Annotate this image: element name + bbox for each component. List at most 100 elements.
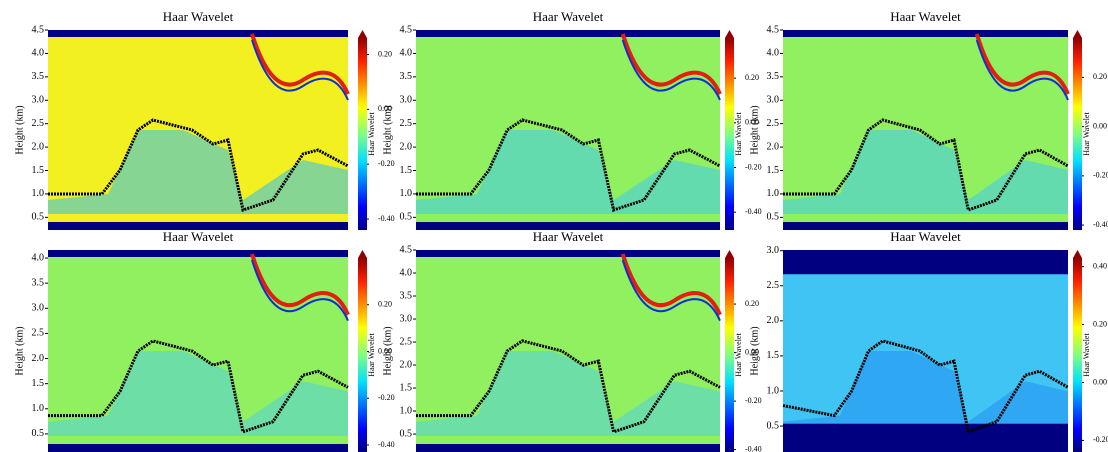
top-band [416, 250, 720, 257]
colorbar-tick-label: 0.00 [745, 118, 759, 127]
y-tick-label: 2.0 [32, 141, 45, 152]
y-tick-label: 1.0 [32, 188, 45, 199]
y-tick-label: 4.5 [400, 244, 413, 255]
colorbar-tick-label: 0.20 [1093, 72, 1107, 81]
heatmap-panel [783, 30, 1070, 230]
colorbar-extend [1073, 30, 1082, 38]
cloud-signal-edge [975, 39, 1069, 101]
y-tick-label: 4.0 [32, 48, 45, 59]
colorbar [358, 258, 367, 452]
layer-height-estimate [416, 118, 721, 212]
heatmap-panel [416, 250, 722, 452]
y-tick-label: 3.0 [32, 95, 45, 106]
colorbar-tick-label: -0.40 [378, 440, 395, 449]
y-tick-label: 0.5 [32, 212, 45, 223]
y-tick-label: 2.0 [400, 141, 413, 152]
y-tick-label: 3.5 [32, 277, 45, 288]
y-tick-label: 1.5 [767, 165, 780, 176]
colorbar [1073, 38, 1082, 230]
layer-height-estimate [416, 339, 721, 434]
y-tick-label: 1.5 [32, 165, 45, 176]
mixed-layer-region [783, 351, 1068, 436]
y-tick-label: 3.0 [32, 303, 45, 314]
y-tick-label: 2.0 [767, 315, 780, 326]
y-tick-label: 4.5 [32, 24, 45, 35]
top-band [783, 250, 1068, 275]
y-axis-label: Height (km) [382, 326, 393, 375]
colorbar-label: Haar Wavelet [1082, 333, 1091, 377]
panel-title: Haar Wavelet [163, 9, 234, 24]
y-axis-label: Height (km) [749, 326, 760, 375]
colorbar-tick-label: 0.00 [745, 347, 759, 356]
panel-title: Haar Wavelet [533, 229, 604, 244]
y-tick-label: 2.5 [767, 280, 780, 291]
y-tick-label: 3.5 [32, 71, 45, 82]
bottom-band [416, 444, 720, 452]
colorbar-tick-label: 0.00 [378, 104, 392, 113]
panel-title: Haar Wavelet [890, 9, 961, 24]
y-tick-label: 2.0 [32, 353, 45, 364]
top-band [416, 30, 720, 37]
y-tick-label: 2.0 [400, 359, 413, 370]
colorbar-tick-label: -0.40 [1093, 220, 1108, 229]
colorbar [725, 258, 734, 452]
cloud-signal [620, 253, 722, 316]
colorbar-extend [725, 30, 734, 38]
layer-height-estimate [48, 339, 349, 434]
y-tick-label: 3.5 [767, 71, 780, 82]
mixed-layer-region [416, 351, 720, 436]
y-tick-label: 1.5 [400, 382, 413, 393]
heatmap-panel [48, 30, 350, 230]
y-axis-label: Height (km) [382, 105, 393, 154]
y-tick-label: 3.0 [767, 245, 780, 256]
y-tick-label: 0.5 [767, 212, 780, 223]
cloud-signal [250, 33, 350, 95]
y-tick-label: 1.5 [32, 378, 45, 389]
colorbar-extend [358, 30, 367, 38]
colorbar-tick-label: 0.00 [1093, 121, 1107, 130]
y-tick-label: 4.5 [767, 24, 780, 35]
colorbar-tick-label: 0.00 [378, 346, 392, 355]
y-tick-label: 3.5 [400, 290, 413, 301]
colorbar-tick-label: -0.20 [1093, 435, 1108, 444]
colorbar [358, 38, 367, 230]
layer-height-estimate [782, 339, 1069, 434]
y-tick-label: 2.5 [400, 118, 413, 129]
y-tick-label: 3.0 [400, 313, 413, 324]
cloud-signal-edge [621, 259, 721, 322]
y-axis-label: Height (km) [14, 326, 25, 375]
y-tick-label: 2.5 [767, 118, 780, 129]
mixed-layer-region [48, 351, 348, 436]
y-tick-label: 1.5 [767, 350, 780, 361]
colorbar-extend [358, 250, 367, 258]
bottom-band [48, 222, 348, 230]
y-tick-label: 2.5 [32, 118, 45, 129]
colorbar-tick-label: 0.20 [1093, 319, 1107, 328]
colorbar-tick-label: 0.20 [378, 49, 392, 58]
top-band [783, 30, 1068, 37]
layer-height-estimate [783, 118, 1069, 212]
y-tick-label: 1.0 [32, 403, 45, 414]
colorbar [725, 38, 734, 230]
bottom-band [783, 222, 1068, 230]
bottom-band [48, 444, 348, 452]
cloud-signal [974, 33, 1070, 95]
layer-height-estimate [48, 118, 349, 212]
y-tick-label: 1.5 [400, 165, 413, 176]
colorbar-tick-label: -0.20 [745, 396, 762, 405]
colorbar-tick-label: -0.20 [745, 162, 762, 171]
y-tick-label: 1.0 [400, 188, 413, 199]
bottom-band [783, 423, 1068, 452]
y-tick-label: 4.0 [767, 48, 780, 59]
y-tick-label: 4.0 [400, 267, 413, 278]
panel-title: Haar Wavelet [163, 229, 234, 244]
mixed-layer-region [416, 130, 720, 214]
cloud-signal [250, 253, 350, 316]
panel-title: Haar Wavelet [533, 9, 604, 24]
colorbar-label: Haar Wavelet [1082, 112, 1091, 156]
y-tick-label: 0.5 [32, 428, 45, 439]
colorbar-tick-label: 0.40 [1093, 262, 1107, 271]
colorbar-tick-label: -0.40 [745, 207, 762, 216]
colorbar [1073, 258, 1082, 452]
